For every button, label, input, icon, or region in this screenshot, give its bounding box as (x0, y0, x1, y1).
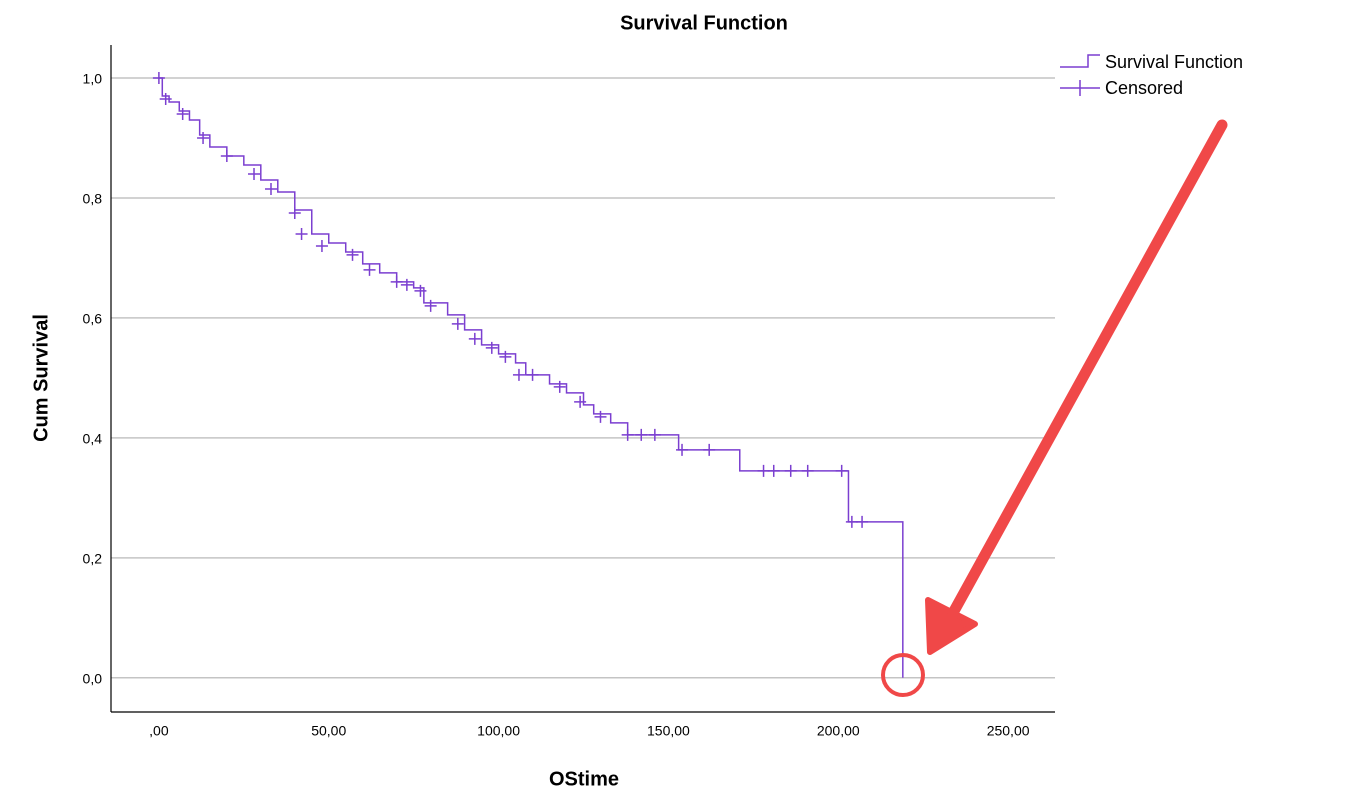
x-axis-label: OStime (549, 768, 619, 790)
censored-mark (512, 368, 525, 381)
censored-mark (703, 443, 716, 456)
censored-mark (346, 248, 359, 261)
censored-mark (621, 428, 634, 441)
x-tick-label: 50,00 (311, 723, 346, 739)
censored-mark (220, 149, 233, 162)
x-tick-label: ,00 (149, 723, 169, 739)
y-tick-label: 0,4 (83, 431, 103, 447)
censored-mark (197, 131, 210, 144)
censored-mark (845, 515, 858, 528)
y-tick-label: 0,2 (83, 551, 103, 567)
censored-mark (499, 350, 512, 363)
y-tick-label: 0,0 (83, 671, 103, 687)
censored-mark (635, 428, 648, 441)
censored-mark (767, 464, 780, 477)
censored-mark (248, 167, 261, 180)
arrow-head (925, 597, 978, 655)
censored-mark (676, 443, 689, 456)
censored-mark (553, 380, 566, 393)
y-tick-label: 0,8 (83, 191, 103, 207)
censored-mark (801, 464, 814, 477)
highlight-circle (881, 653, 925, 697)
censored-mark (159, 92, 172, 105)
legend-swatch (1060, 54, 1100, 68)
chart-title: Survival Function (620, 12, 788, 34)
legend-swatch (1060, 80, 1100, 96)
censored-mark (594, 410, 607, 423)
y-tick-label: 1,0 (83, 71, 103, 87)
censored-mark (288, 206, 301, 219)
legend-label: Censored (1105, 78, 1183, 98)
censored-mark (424, 299, 437, 312)
censored-mark (451, 317, 464, 330)
censored-mark (856, 515, 869, 528)
x-tick-label: 250,00 (987, 723, 1030, 739)
arrow-shaft (942, 119, 1228, 628)
censored-mark (574, 395, 587, 408)
censored-mark (400, 278, 413, 291)
censored-mark (264, 182, 277, 195)
censored-mark (784, 464, 797, 477)
censored-mark (526, 368, 539, 381)
censored-mark (648, 428, 661, 441)
censored-mark (315, 239, 328, 252)
censored-mark (152, 71, 165, 84)
censored-mark (295, 227, 308, 240)
censored-mark (757, 464, 770, 477)
legend-label: Survival Function (1105, 52, 1243, 72)
x-tick-label: 100,00 (477, 723, 520, 739)
y-axis-label: Cum Survival (30, 314, 52, 442)
x-tick-label: 200,00 (817, 723, 860, 739)
survival-line (158, 77, 904, 678)
censored-mark (468, 332, 481, 345)
censored-mark (363, 263, 376, 276)
censored-mark (485, 341, 498, 354)
annotation (881, 119, 1228, 697)
censored-mark (390, 275, 403, 288)
censored-mark (835, 464, 848, 477)
y-tick-label: 0,6 (83, 311, 103, 327)
x-tick-label: 150,00 (647, 723, 690, 739)
censored-mark (176, 107, 189, 120)
censored-mark (414, 284, 427, 297)
